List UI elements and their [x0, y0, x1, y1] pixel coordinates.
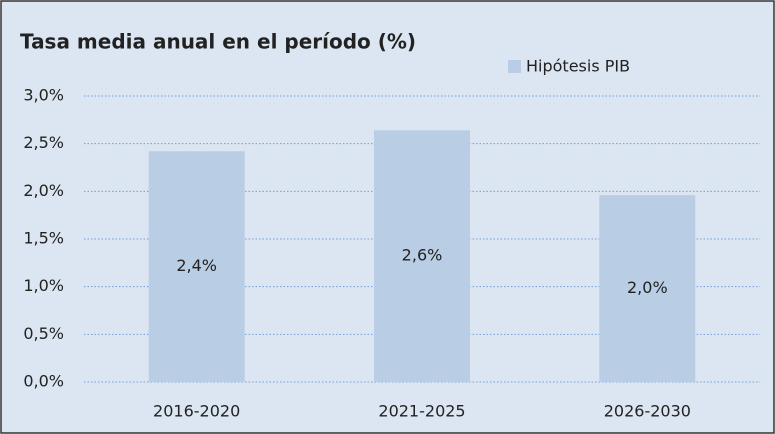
chart-title: Tasa media anual en el período (%)	[20, 30, 416, 54]
y-tick-label: 3,0%	[23, 86, 64, 105]
y-tick-label: 2,5%	[23, 133, 64, 152]
x-tick-label: 2021-2025	[378, 402, 465, 421]
data-label: 2,6%	[402, 246, 443, 265]
x-tick-label: 2016-2020	[153, 402, 240, 421]
bar	[599, 195, 696, 382]
data-label: 2,0%	[627, 278, 668, 297]
y-tick-label: 0,5%	[23, 324, 64, 343]
legend-swatch	[508, 60, 521, 73]
bar	[374, 130, 470, 382]
bar	[148, 151, 245, 382]
y-tick-label: 0,0%	[23, 372, 64, 391]
y-tick-label: 1,5%	[23, 229, 64, 248]
data-label: 2,4%	[176, 256, 217, 275]
legend-label: Hipótesis PIB	[526, 57, 630, 76]
y-tick-label: 1,0%	[23, 276, 64, 295]
y-tick-label: 2,0%	[23, 181, 64, 200]
x-tick-label: 2026-2030	[604, 402, 691, 421]
